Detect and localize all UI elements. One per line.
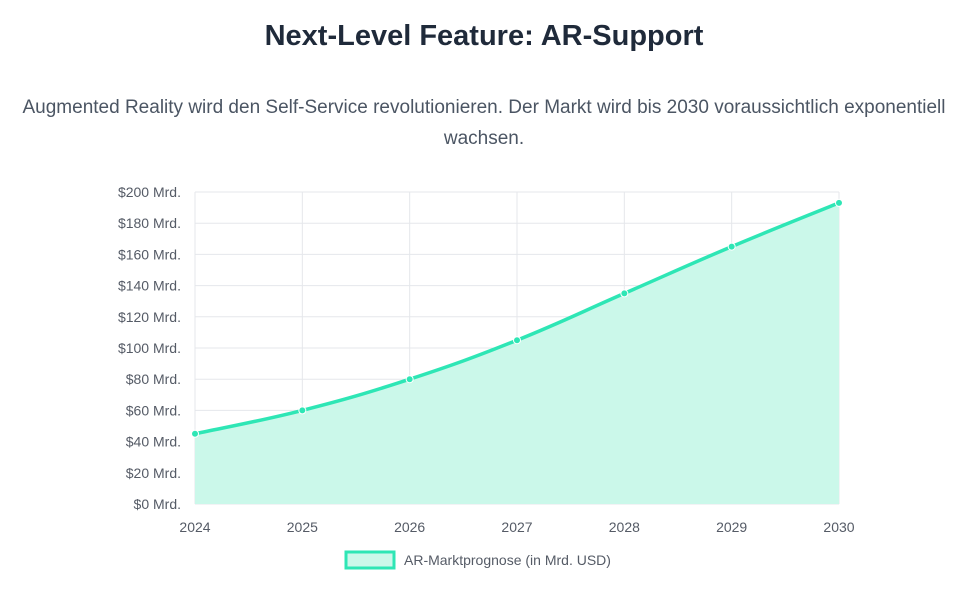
- y-tick-label: $40 Mrd.: [126, 434, 181, 450]
- y-tick-label: $0 Mrd.: [134, 496, 181, 512]
- data-point-2024[interactable]: [191, 429, 199, 438]
- x-tick-label: 2028: [609, 519, 640, 535]
- x-tick-label: 2024: [179, 519, 210, 535]
- y-tick-label: $200 Mrd.: [118, 184, 181, 200]
- chart-legend[interactable]: AR-Marktprognose (in Mrd. USD): [344, 550, 611, 570]
- data-point-2028[interactable]: [620, 289, 629, 298]
- x-tick-label: 2030: [823, 519, 854, 535]
- data-point-2027[interactable]: [513, 336, 521, 345]
- x-tick-label: 2026: [394, 519, 425, 535]
- data-point-2029[interactable]: [727, 242, 736, 251]
- page-subtitle: Augmented Reality wird den Self-Service …: [22, 97, 946, 149]
- x-tick-label: 2025: [287, 519, 318, 535]
- y-axis-labels: $0 Mrd. $20 Mrd. $40 Mrd. $60 Mrd. $80 Mrd. $…: [118, 184, 181, 512]
- y-tick-label: $80 Mrd.: [126, 371, 181, 387]
- y-tick-label: $100 Mrd.: [118, 340, 181, 356]
- data-point-2030[interactable]: [835, 198, 843, 207]
- page-title: Next-Level Feature: AR-Support: [264, 20, 704, 52]
- y-tick-label: $60 Mrd.: [126, 402, 181, 418]
- legend-label[interactable]: AR-Marktprognose (in Mrd. USD): [404, 552, 611, 568]
- y-tick-label: $140 Mrd.: [118, 278, 181, 294]
- x-tick-label: 2027: [501, 519, 532, 535]
- y-tick-label: $160 Mrd.: [118, 246, 181, 262]
- y-tick-label: $180 Mrd.: [118, 215, 181, 231]
- data-points: [191, 198, 843, 438]
- data-point-2026[interactable]: [405, 375, 414, 384]
- y-tick-label: $120 Mrd.: [118, 309, 181, 325]
- x-tick-label: 2029: [716, 519, 747, 535]
- y-tick-label: $20 Mrd.: [126, 465, 181, 481]
- area-fill: [195, 202, 839, 505]
- legend-swatch: [344, 550, 396, 570]
- x-axis-labels: 2024 2025 2026 2027 2028 2029 2030: [179, 519, 854, 535]
- data-point-2025[interactable]: [298, 406, 307, 415]
- series-area: [195, 202, 839, 505]
